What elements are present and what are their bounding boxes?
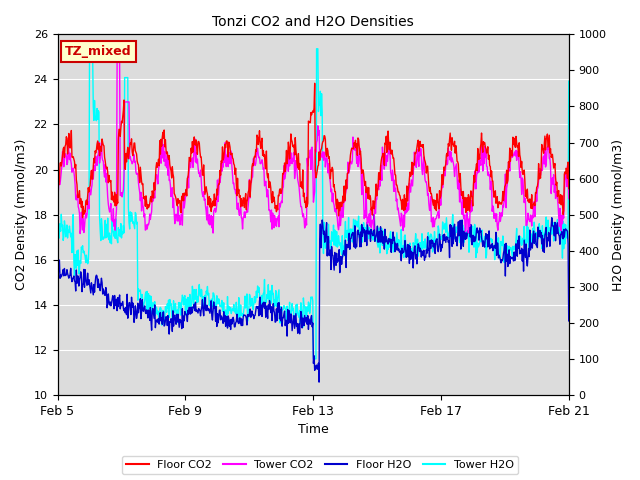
Text: TZ_mixed: TZ_mixed (65, 45, 132, 58)
Legend: Floor CO2, Tower CO2, Floor H2O, Tower H2O: Floor CO2, Tower CO2, Floor H2O, Tower H… (122, 456, 518, 474)
Y-axis label: CO2 Density (mmol/m3): CO2 Density (mmol/m3) (15, 139, 28, 290)
Title: Tonzi CO2 and H2O Densities: Tonzi CO2 and H2O Densities (212, 15, 414, 29)
X-axis label: Time: Time (298, 423, 328, 436)
Y-axis label: H2O Density (mmol/m3): H2O Density (mmol/m3) (612, 139, 625, 290)
